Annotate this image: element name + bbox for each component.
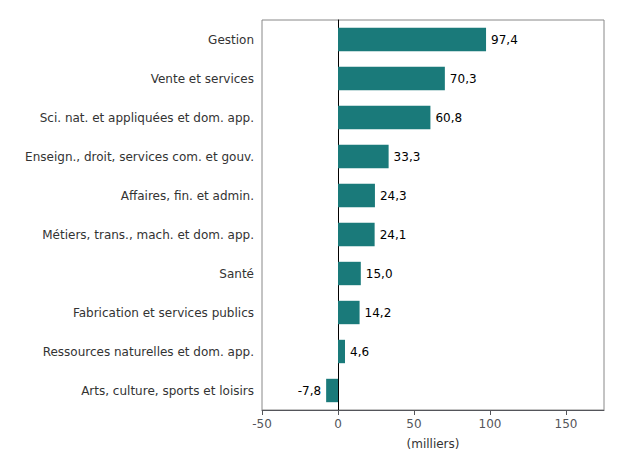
svg-text:-50: -50 [252,417,272,431]
svg-text:Sci. nat. et appliquées et dom: Sci. nat. et appliquées et dom. app. [40,111,254,125]
svg-text:Gestion: Gestion [208,33,254,47]
svg-text:0: 0 [334,417,342,431]
svg-text:24,1: 24,1 [380,228,407,242]
svg-text:Enseign., droit, services com.: Enseign., droit, services com. et gouv. [25,150,254,164]
svg-text:Fabrication et services public: Fabrication et services publics [73,306,254,320]
svg-text:33,3: 33,3 [394,150,421,164]
svg-text:15,0: 15,0 [366,267,393,281]
svg-text:70,3: 70,3 [450,72,477,86]
svg-text:100: 100 [479,417,502,431]
svg-text:4,6: 4,6 [350,345,369,359]
svg-text:97,4: 97,4 [491,33,518,47]
svg-text:Métiers, trans., mach. et dom.: Métiers, trans., mach. et dom. app. [42,228,254,242]
svg-text:50: 50 [406,417,421,431]
svg-text:Affaires, fin. et admin.: Affaires, fin. et admin. [121,189,254,203]
svg-text:60,8: 60,8 [435,111,462,125]
svg-text:24,3: 24,3 [380,189,407,203]
svg-text:Arts, culture, sports et loisi: Arts, culture, sports et loisirs [81,384,254,398]
svg-text:Vente et services: Vente et services [151,72,254,86]
svg-text:-7,8: -7,8 [298,384,321,398]
svg-text:14,2: 14,2 [365,306,392,320]
svg-text:(milliers): (milliers) [407,437,460,451]
svg-text:Santé: Santé [219,267,254,281]
svg-text:150: 150 [555,417,578,431]
svg-text:Ressources naturelles et dom.: Ressources naturelles et dom. app. [43,345,254,359]
